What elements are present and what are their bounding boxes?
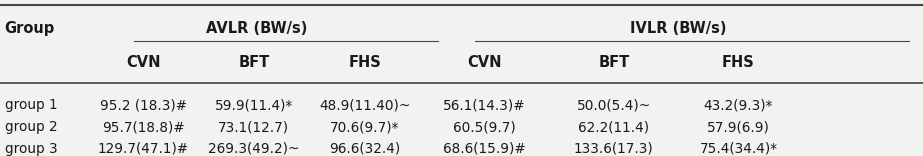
Text: 60.5(9.7): 60.5(9.7) xyxy=(453,120,516,134)
Text: IVLR (BW/s): IVLR (BW/s) xyxy=(630,21,726,36)
Text: Group: Group xyxy=(5,21,54,36)
Text: group 3: group 3 xyxy=(5,142,57,156)
Text: 43.2(9.3)*: 43.2(9.3)* xyxy=(703,98,773,112)
Text: 95.7(18.8)#: 95.7(18.8)# xyxy=(102,120,185,134)
Text: 59.9(11.4)*: 59.9(11.4)* xyxy=(215,98,293,112)
Text: BFT: BFT xyxy=(598,55,629,70)
Text: CVN: CVN xyxy=(467,55,502,70)
Text: FHS: FHS xyxy=(722,55,755,70)
Text: 68.6(15.9)#: 68.6(15.9)# xyxy=(443,142,526,156)
Text: group 2: group 2 xyxy=(5,120,57,134)
Text: 95.2 (18.3)#: 95.2 (18.3)# xyxy=(100,98,186,112)
Text: 48.9(11.40)~: 48.9(11.40)~ xyxy=(319,98,410,112)
Text: 56.1(14.3)#: 56.1(14.3)# xyxy=(443,98,526,112)
Text: FHS: FHS xyxy=(348,55,381,70)
Text: 73.1(12.7): 73.1(12.7) xyxy=(218,120,290,134)
Text: 75.4(34.4)*: 75.4(34.4)* xyxy=(700,142,777,156)
Text: 50.0(5.4)~: 50.0(5.4)~ xyxy=(577,98,651,112)
Text: 70.6(9.7)*: 70.6(9.7)* xyxy=(330,120,400,134)
Text: AVLR (BW/s): AVLR (BW/s) xyxy=(206,21,307,36)
Text: 269.3(49.2)~: 269.3(49.2)~ xyxy=(208,142,300,156)
Text: 129.7(47.1)#: 129.7(47.1)# xyxy=(98,142,188,156)
Text: 133.6(17.3): 133.6(17.3) xyxy=(574,142,653,156)
Text: 57.9(6.9): 57.9(6.9) xyxy=(707,120,770,134)
Text: CVN: CVN xyxy=(126,55,161,70)
Text: group 1: group 1 xyxy=(5,98,57,112)
Text: BFT: BFT xyxy=(238,55,270,70)
Text: 62.2(11.4): 62.2(11.4) xyxy=(578,120,650,134)
Text: 96.6(32.4): 96.6(32.4) xyxy=(329,142,401,156)
